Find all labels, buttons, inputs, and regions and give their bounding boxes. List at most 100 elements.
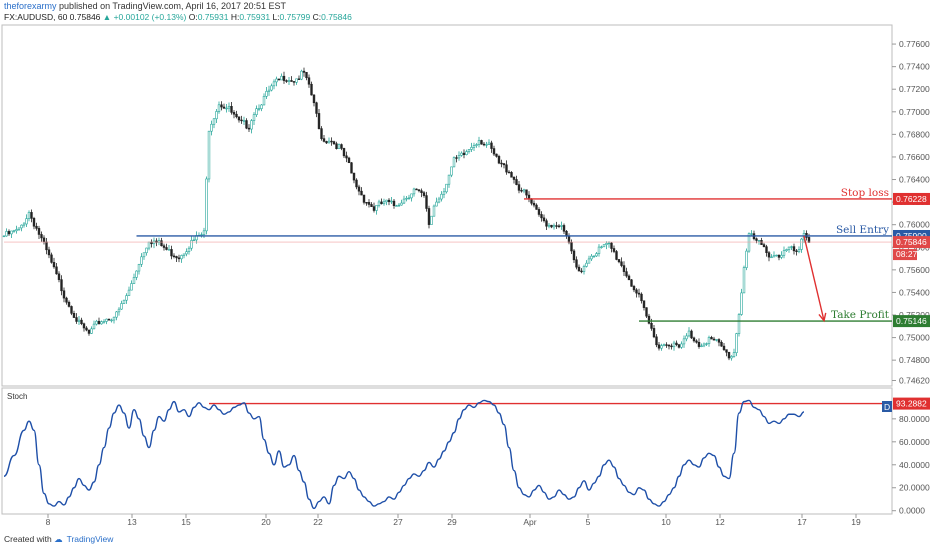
price-tick-label: 0.77600 bbox=[899, 39, 930, 49]
candle-body bbox=[157, 240, 161, 243]
candle-body bbox=[115, 311, 118, 318]
sell-arrow-head bbox=[818, 312, 827, 323]
candle-body bbox=[590, 255, 593, 260]
candle-body bbox=[790, 246, 793, 248]
time-axis: 8 13 15 20 22 27 29 Apr 5 10 12 17 19 bbox=[46, 514, 861, 527]
candle-body bbox=[610, 242, 613, 249]
candle-body bbox=[782, 250, 786, 256]
price-tick-label: 0.74800 bbox=[899, 355, 930, 365]
candle-body bbox=[227, 106, 231, 109]
candle-body bbox=[445, 183, 448, 193]
candle-body bbox=[702, 343, 706, 347]
candle-body bbox=[280, 75, 283, 81]
last-price-value: 0.75846 bbox=[896, 237, 927, 247]
candle-body bbox=[340, 144, 343, 149]
time-tick-label: 19 bbox=[851, 517, 861, 527]
candle-body bbox=[85, 327, 88, 331]
candle-body bbox=[777, 254, 781, 258]
candle-body bbox=[190, 240, 193, 249]
candle-body bbox=[270, 85, 273, 91]
candle-body bbox=[757, 240, 761, 242]
candle-body bbox=[360, 190, 363, 196]
candle-body bbox=[630, 279, 633, 287]
candle-body bbox=[62, 290, 66, 299]
candle-body bbox=[680, 343, 683, 348]
candle-body bbox=[422, 192, 426, 196]
price-tick-label: 0.75400 bbox=[899, 287, 930, 297]
symbol-legend: FX:AUDUSD, 60 0.75846 ▲ +0.00102 (+0.13%… bbox=[4, 12, 352, 22]
candle-body bbox=[402, 198, 406, 204]
candle-body bbox=[70, 306, 73, 314]
candle-body bbox=[245, 120, 248, 129]
candle-body bbox=[117, 308, 121, 313]
candle-body bbox=[182, 253, 186, 256]
candle-body bbox=[50, 254, 53, 263]
tradingview-brand[interactable]: TradingView bbox=[66, 534, 114, 544]
price-tick-label: 0.77200 bbox=[899, 84, 930, 94]
countdown-value: 08:27 bbox=[896, 249, 918, 259]
candle-body bbox=[670, 345, 673, 348]
candle-body bbox=[387, 199, 391, 203]
tradingview-cloud-icon: ☁ bbox=[54, 534, 63, 544]
candle-body bbox=[502, 163, 506, 166]
candle-body bbox=[262, 95, 266, 106]
chart-canvas[interactable]: 0.77600 0.77400 0.77200 0.77000 0.76800 0.766… bbox=[0, 0, 932, 530]
time-tick-label: 10 bbox=[661, 517, 671, 527]
candle-body bbox=[462, 152, 466, 155]
candle-body bbox=[15, 229, 18, 232]
candle-body bbox=[512, 176, 516, 180]
candle-body bbox=[317, 113, 321, 129]
candle-body bbox=[377, 201, 381, 206]
candle-body bbox=[807, 237, 811, 243]
candle-body bbox=[500, 162, 503, 165]
candle-body bbox=[677, 344, 681, 348]
candle-body bbox=[635, 289, 638, 294]
author-link[interactable]: theforexarmy bbox=[4, 1, 57, 11]
candle-body bbox=[250, 120, 253, 130]
high-value: 0.75931 bbox=[239, 12, 271, 22]
candle-body bbox=[517, 184, 521, 191]
candle-body bbox=[580, 270, 583, 273]
candle-body bbox=[457, 155, 461, 159]
candle-body bbox=[705, 343, 708, 345]
candle-body bbox=[637, 292, 641, 295]
candle-body bbox=[775, 254, 778, 257]
candle-body bbox=[440, 193, 443, 200]
candle-body bbox=[435, 201, 438, 207]
published-text: published on TradingView.com, April 16, … bbox=[59, 1, 287, 11]
candle-body bbox=[385, 199, 388, 203]
candle-body bbox=[795, 250, 798, 252]
candle-body bbox=[175, 256, 178, 259]
candle-body bbox=[550, 224, 553, 228]
open-value: 0.75931 bbox=[197, 12, 229, 22]
candle-body bbox=[717, 339, 721, 343]
candle-body bbox=[612, 248, 616, 252]
candle-body bbox=[495, 153, 498, 157]
candle-body bbox=[692, 337, 696, 342]
candle-body bbox=[255, 108, 258, 116]
candle-body bbox=[305, 72, 308, 79]
candle-body bbox=[105, 318, 108, 322]
candle-body bbox=[47, 249, 51, 256]
candle-body bbox=[55, 266, 58, 275]
candle-body bbox=[780, 254, 783, 258]
open-label: O: bbox=[188, 12, 198, 22]
candle-body bbox=[120, 303, 123, 310]
candle-body bbox=[232, 112, 236, 115]
take-profit-price-value: 0.75146 bbox=[896, 316, 927, 326]
price-tick-label: 0.76000 bbox=[899, 220, 930, 230]
candle-body bbox=[292, 81, 296, 83]
candle-body bbox=[527, 194, 531, 200]
candle-body bbox=[770, 256, 773, 259]
candle-body bbox=[257, 108, 261, 110]
candle-body bbox=[557, 225, 561, 227]
candle-body bbox=[740, 292, 743, 315]
time-tick-label: 17 bbox=[797, 517, 807, 527]
candle-body bbox=[207, 130, 211, 180]
candle-body bbox=[187, 247, 191, 252]
candle-body bbox=[97, 320, 101, 325]
candle-body bbox=[40, 234, 43, 239]
candle-body bbox=[212, 118, 216, 125]
candle-body bbox=[410, 193, 413, 199]
candle-body bbox=[290, 80, 293, 82]
